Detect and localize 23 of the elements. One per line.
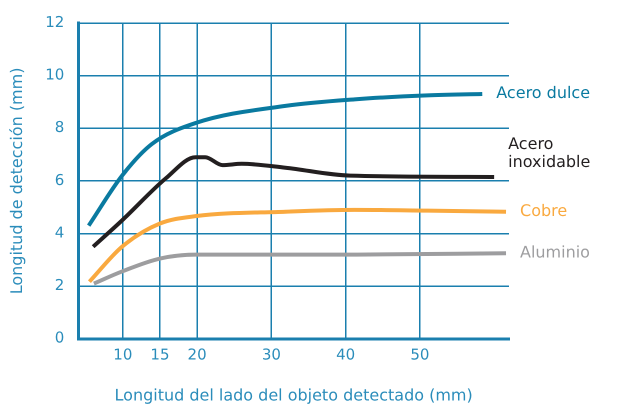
x-tick-label: 40 <box>336 346 356 364</box>
x-tick-label: 50 <box>410 346 430 364</box>
x-tick-label: 10 <box>113 346 132 364</box>
line-series <box>87 208 508 284</box>
x-axis-title: Longitud del lado del objeto detectado (mm) <box>114 386 473 405</box>
x-tick-label: 15 <box>150 346 170 364</box>
x-tick-label: 30 <box>262 346 281 364</box>
series-label: Acero inoxidable <box>508 134 590 172</box>
y-tick-label: 6 <box>54 170 64 189</box>
series-label: Acero dulce <box>496 83 590 102</box>
y-tick-label: 4 <box>54 223 64 242</box>
y-tick-label: 0 <box>54 328 64 347</box>
line-series <box>86 92 484 228</box>
series-label: Cobre <box>520 200 568 220</box>
y-axis-title: Longitud de detección (mm) <box>6 68 26 294</box>
x-tick-label: 20 <box>188 346 207 364</box>
line-series <box>92 251 508 286</box>
y-tick-label: 12 <box>45 12 64 31</box>
y-tick-label: 10 <box>45 66 64 84</box>
y-tick-label: 8 <box>54 118 64 136</box>
y-tick-label: 2 <box>54 276 64 294</box>
line-series <box>91 155 496 249</box>
series-label: Aluminio <box>520 242 590 262</box>
